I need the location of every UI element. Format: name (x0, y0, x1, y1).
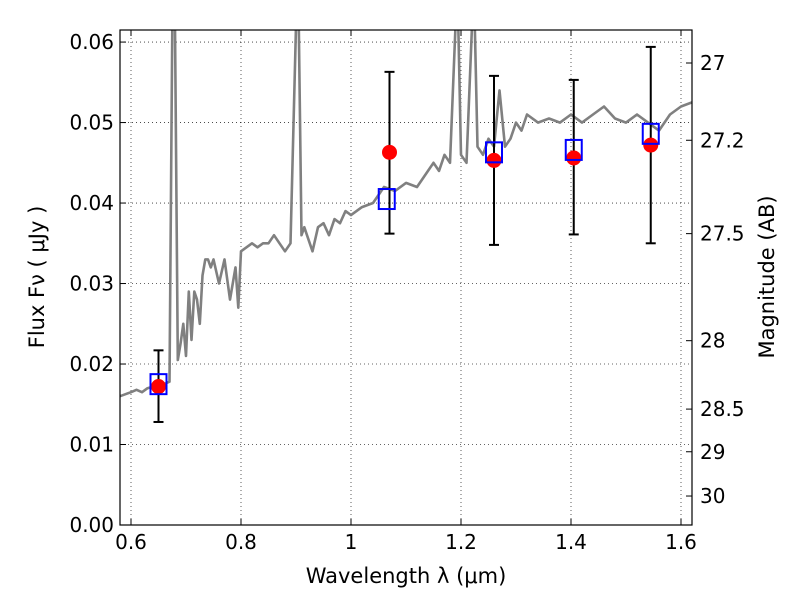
y-tick-label: 0.01 (69, 433, 114, 457)
y-tick-label: 0.06 (69, 30, 114, 54)
axis-ticks: 0.6 0.8 1 1.2 1.4 1.6 0.00 0.01 0.02 0.03 0.04 0.05… (69, 30, 745, 554)
observed-flux-point (566, 150, 582, 166)
plot-frame (119, 29, 693, 526)
y-tick-label: 0.03 (69, 272, 114, 296)
x-tick-label: 0.8 (225, 530, 257, 554)
right-tick-label: 28.5 (700, 397, 745, 421)
model-band-square (377, 188, 396, 211)
observed-flux-point (643, 137, 659, 153)
x-tick-label: 1.2 (445, 530, 477, 554)
observed-flux-point (486, 152, 502, 168)
y-tick-label: 0.05 (69, 111, 114, 135)
right-tick-label: 30 (700, 484, 725, 508)
x-tick-label: 1.4 (555, 530, 587, 554)
model-band-square (149, 373, 168, 396)
right-tick-label: 27.2 (700, 128, 745, 152)
model-band-square (641, 122, 660, 145)
plot-area (120, 30, 692, 423)
right-axis-label: Magnitude (AB) (755, 195, 779, 358)
right-tick-label: 27.5 (700, 222, 745, 246)
right-tick-label: 29 (700, 440, 725, 464)
y-tick-label: 0.04 (69, 191, 114, 215)
x-tick-label: 1 (345, 530, 358, 554)
grid (120, 30, 692, 526)
model-spectrum-line (120, 30, 692, 398)
x-axis-label: Wavelength λ (μm) (306, 564, 507, 588)
model-band-square (564, 138, 583, 161)
x-tick-label: 1.6 (665, 530, 697, 554)
y-tick-label: 0.02 (69, 352, 114, 376)
y-axis-label: Flux Fν ( μJy ) (25, 206, 49, 349)
observed-flux-point (151, 379, 166, 395)
y-tick-label: 0.00 (69, 513, 114, 537)
observed-flux-point (382, 144, 397, 160)
right-tick-label: 28 (700, 329, 725, 353)
right-tick-label: 27 (700, 51, 725, 75)
x-tick-label: 0.6 (115, 530, 147, 554)
model-band-square (485, 141, 503, 164)
